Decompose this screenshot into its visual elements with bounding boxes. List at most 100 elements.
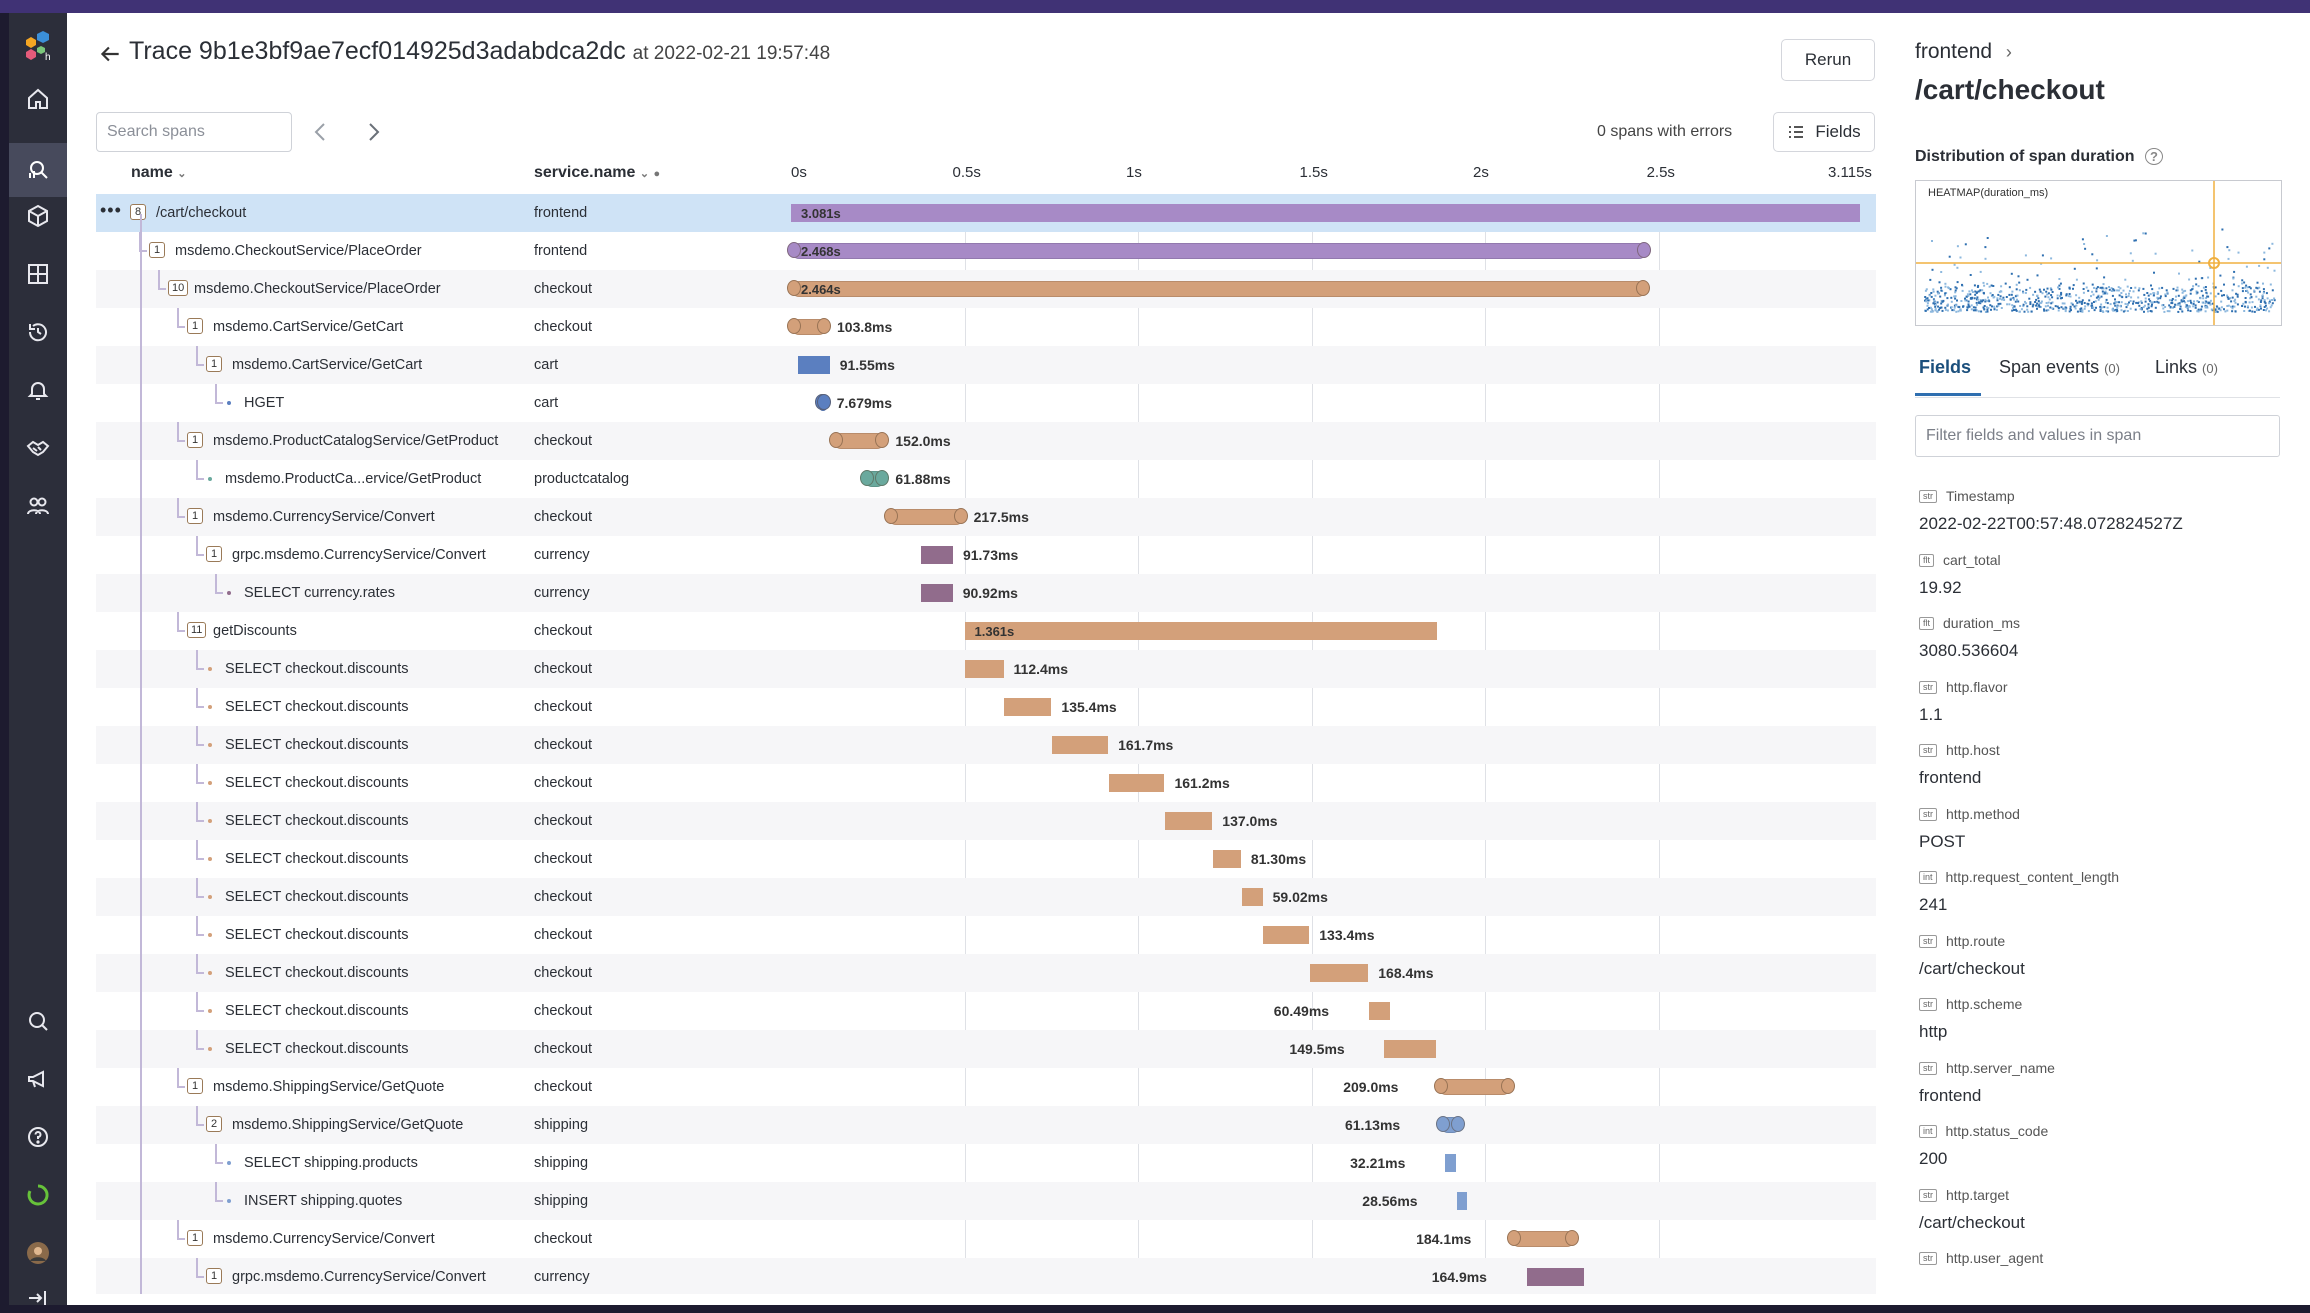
query-icon[interactable] — [9, 143, 67, 197]
span-row[interactable]: SELECT currency.rates currency 90.92ms — [96, 574, 1876, 612]
span-bar[interactable] — [832, 433, 886, 449]
span-row[interactable]: SELECT checkout.discounts checkout 60.49ms — [96, 992, 1876, 1030]
child-count-badge[interactable]: 1 — [187, 1230, 203, 1246]
field-row[interactable]: str http.target/cart/checkout — [1919, 1187, 2279, 1250]
status-ring-icon[interactable] — [23, 1180, 53, 1210]
span-row[interactable]: SELECT checkout.discounts checkout 161.2ms — [96, 764, 1876, 802]
child-count-badge[interactable]: 8 — [130, 204, 146, 220]
help-icon[interactable]: ? — [2145, 148, 2163, 165]
span-row[interactable]: SELECT checkout.discounts checkout 133.4ms — [96, 916, 1876, 954]
span-row[interactable]: 2 msdemo.ShippingService/GetQuote shipping… — [96, 1106, 1876, 1144]
span-bar[interactable] — [791, 281, 1647, 297]
boards-icon[interactable] — [23, 259, 53, 289]
span-bar[interactable] — [1212, 850, 1241, 868]
field-row[interactable]: int http.status_code 200 — [1919, 1123, 2279, 1186]
field-row[interactable]: str http.user_agent — [1919, 1250, 2279, 1313]
span-row[interactable]: SELECT checkout.discounts checkout 59.02ms — [96, 878, 1876, 916]
span-row[interactable]: 11 getDiscounts checkout 1.361s — [96, 612, 1876, 650]
filter-fields-input[interactable] — [1915, 415, 2280, 457]
field-row[interactable]: str http.host frontend — [1919, 742, 2279, 805]
span-bar[interactable] — [921, 584, 953, 602]
span-row[interactable]: SELECT checkout.discounts checkout 149.5ms — [96, 1030, 1876, 1068]
child-count-badge[interactable]: 1 — [187, 318, 203, 334]
span-row[interactable]: SELECT shipping.products shipping 32.21ms — [96, 1144, 1876, 1182]
column-header-name[interactable]: name ⌄ — [131, 164, 186, 182]
span-service[interactable]: frontend › — [1915, 40, 2012, 64]
span-row[interactable]: SELECT checkout.discounts checkout 168.4ms — [96, 954, 1876, 992]
field-row[interactable]: int http.request_content_length 241 — [1919, 869, 2279, 932]
more-icon[interactable]: ••• — [100, 200, 122, 220]
span-bar[interactable] — [1438, 1079, 1511, 1095]
span-bar[interactable] — [1262, 926, 1310, 944]
team-icon[interactable] — [23, 491, 53, 521]
child-count-badge[interactable]: 1 — [206, 356, 222, 372]
history-icon[interactable] — [23, 317, 53, 347]
colorize-icon[interactable]: ● — [653, 168, 661, 180]
field-row[interactable]: str Timestamp 2022-02-22T00:57:48.07282452… — [1919, 488, 2279, 551]
span-row[interactable]: SELECT checkout.discounts checkout 81.30ms — [96, 840, 1876, 878]
span-row[interactable]: 1 msdemo.ShippingService/GetQuote checkout… — [96, 1068, 1876, 1106]
field-row[interactable]: str http.route/cart/checkout — [1919, 933, 2279, 996]
rerun-button[interactable]: Rerun — [1781, 39, 1875, 81]
span-bar[interactable] — [1384, 1040, 1437, 1058]
span-row[interactable]: 1 grpc.msdemo.CurrencyService/Convert curr… — [96, 1258, 1876, 1294]
span-row[interactable]: SELECT checkout.discounts checkout 137.0ms — [96, 802, 1876, 840]
child-count-badge[interactable]: 1 — [206, 546, 222, 562]
search-icon[interactable] — [23, 1006, 53, 1036]
span-bar[interactable] — [1004, 698, 1052, 716]
span-row[interactable]: ••• 8/cart/checkout frontend 3.081s — [96, 194, 1876, 232]
tab-span-events[interactable]: Span events (0) — [1999, 357, 2120, 377]
child-count-badge[interactable]: 1 — [187, 432, 203, 448]
child-count-badge[interactable]: 2 — [206, 1116, 222, 1132]
span-bar[interactable] — [1445, 1154, 1457, 1172]
tab-fields[interactable]: Fields — [1919, 357, 1972, 377]
child-count-badge[interactable]: 1 — [187, 508, 203, 524]
tab-links[interactable]: Links (0) — [2155, 357, 2218, 377]
span-row[interactable]: 1 msdemo.CheckoutService/PlaceOrder fronte… — [96, 232, 1876, 270]
child-count-badge[interactable]: 1 — [149, 242, 165, 258]
span-row[interactable]: 1 msdemo.CurrencyService/Convert checkout 1… — [96, 1220, 1876, 1258]
span-bar[interactable] — [1108, 774, 1165, 792]
span-bar[interactable] — [964, 660, 1004, 678]
span-row[interactable]: SELECT checkout.discounts checkout 135.4ms — [96, 688, 1876, 726]
column-header-service[interactable]: service.name ⌄ ● — [534, 164, 660, 182]
span-bar[interactable] — [791, 243, 1648, 259]
child-count-badge[interactable]: 1 — [187, 1078, 203, 1094]
span-row[interactable]: msdemo.ProductCa...ervice/GetProduct prod… — [96, 460, 1876, 498]
span-bar[interactable] — [888, 509, 964, 525]
megaphone-icon[interactable] — [23, 1064, 53, 1094]
span-row[interactable]: 1 msdemo.ProductCatalogService/GetProduct… — [96, 422, 1876, 460]
span-row[interactable]: SELECT checkout.discounts checkout 161.7ms — [96, 726, 1876, 764]
avatar[interactable] — [23, 1238, 53, 1268]
span-row[interactable]: 1 msdemo.CartService/GetCart checkout 103.8… — [96, 308, 1876, 346]
span-bar[interactable] — [964, 622, 1437, 640]
span-bar[interactable] — [1242, 888, 1263, 906]
child-count-badge[interactable]: 11 — [187, 622, 207, 638]
span-bar[interactable] — [1526, 1268, 1584, 1286]
span-row[interactable]: HGET cart 7.679ms — [96, 384, 1876, 422]
next-icon[interactable] — [361, 120, 385, 144]
span-row[interactable]: 1 msdemo.CurrencyService/Convert checkout 2… — [96, 498, 1876, 536]
honeycomb-logo[interactable]: h — [23, 29, 55, 61]
prev-icon[interactable] — [309, 120, 333, 144]
triggers-icon[interactable] — [23, 375, 53, 405]
fields-button[interactable]: Fields — [1773, 112, 1875, 152]
collapse-icon[interactable] — [23, 1283, 53, 1313]
span-bar[interactable] — [1511, 1231, 1575, 1247]
span-bar[interactable] — [1368, 1002, 1390, 1020]
span-bar[interactable] — [791, 204, 1861, 222]
span-bar[interactable] — [1164, 812, 1213, 830]
field-row[interactable]: str http.server_name frontend — [1919, 1060, 2279, 1123]
span-bar[interactable] — [1457, 1192, 1468, 1210]
field-row[interactable]: flt cart_total 19.92 — [1919, 552, 2279, 615]
field-row[interactable]: flt duration_ms 3080.536604 — [1919, 615, 2279, 678]
field-row[interactable]: str http.scheme http — [1919, 996, 2279, 1059]
span-bar[interactable] — [1309, 964, 1369, 982]
slo-icon[interactable] — [23, 433, 53, 463]
search-spans-input[interactable] — [96, 112, 292, 152]
span-row[interactable]: 10 msdemo.CheckoutService/PlaceOrder check… — [96, 270, 1876, 308]
span-row[interactable]: 1 grpc.msdemo.CurrencyService/Convert curr… — [96, 536, 1876, 574]
home-icon[interactable] — [23, 84, 53, 114]
child-count-badge[interactable]: 1 — [206, 1268, 222, 1284]
back-arrow-icon[interactable] — [97, 41, 123, 67]
